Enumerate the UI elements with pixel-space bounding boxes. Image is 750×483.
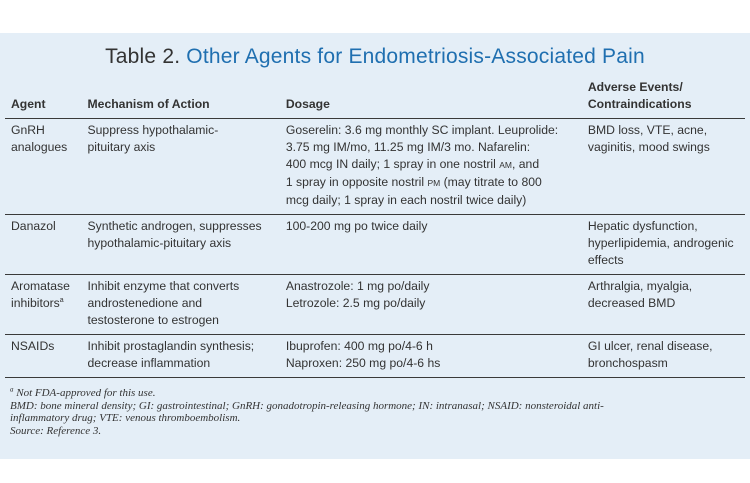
dosage-line: mcg daily; 1 spray in each nostril twice… xyxy=(285,193,527,207)
dosage-line: Goserelin: 3.6 mg monthly SC implant. Le… xyxy=(285,123,559,137)
mechanism-line: pituitary axis xyxy=(87,140,156,154)
dosage-line: Ibuprofen: 400 mg po/4-6 h xyxy=(285,339,433,353)
agent-cell: NSAIDs xyxy=(5,334,82,378)
table-row: Danazol Synthetic androgen, suppresses h… xyxy=(5,214,745,275)
table-number: Table 2. xyxy=(105,45,181,68)
adverse-line: BMD loss, VTE, acne, xyxy=(587,123,708,137)
adverse-line: vaginitis, mood swings xyxy=(587,140,710,154)
mechanism-line: Inhibit enzyme that converts xyxy=(87,279,240,293)
dosage-text: (may titrate to 800 xyxy=(440,175,542,189)
mechanism-line: hypothalamic-pituitary axis xyxy=(87,236,232,250)
adverse-line: Arthralgia, myalgia, xyxy=(587,279,693,293)
adverse-cell: Arthralgia, myalgia, decreased BMD xyxy=(581,274,745,335)
abbreviations-line1: BMD: bone mineral density; GI: gastroint… xyxy=(10,399,604,412)
agent-line: GnRH xyxy=(11,123,45,137)
mechanism-line: Suppress hypothalamic- xyxy=(87,123,219,137)
dosage-line: 1 spray in opposite nostril PM (may titr… xyxy=(286,174,576,192)
adverse-line: effects xyxy=(587,253,624,267)
mechanism-cell: Suppress hypothalamic- pituitary axis xyxy=(81,118,280,215)
adverse-cell: GI ulcer, renal disease, bronchospasm xyxy=(581,334,745,378)
mechanism-line: Inhibit prostaglandin synthesis; xyxy=(87,339,255,353)
footnote-a: a Not FDA-approved for this use. xyxy=(10,385,740,400)
table-row: GnRH analogues Suppress hypothalamic- pi… xyxy=(5,118,745,215)
agent-cell: GnRH analogues xyxy=(5,118,82,215)
adverse-line: hyperlipidemia, androgenic xyxy=(587,236,734,250)
dosage-cell: 100-200 mg po twice daily xyxy=(279,214,582,275)
pm-marker: PM xyxy=(427,178,441,188)
table-footnotes: a Not FDA-approved for this use. BMD: bo… xyxy=(10,385,740,437)
agent-line: analogues xyxy=(11,140,68,154)
table-title: Table 2. Other Agents for Endometriosis-… xyxy=(0,45,750,69)
agent-line: inhibitorsa xyxy=(11,295,76,312)
dosage-line: 3.75 mg IM/mo, 11.25 mg IM/3 mo. Nafarel… xyxy=(285,140,531,154)
agent-text: inhibitors xyxy=(11,296,60,310)
mechanism-cell: Inhibit prostaglandin synthesis; decreas… xyxy=(81,334,280,378)
adverse-line: Hepatic dysfunction, xyxy=(587,219,698,233)
mechanism-line: androstenedione and xyxy=(87,296,203,310)
header-adverse-line1: Adverse Events/ xyxy=(587,80,683,94)
table-title-text: Other Agents for Endometriosis-Associate… xyxy=(186,45,645,68)
agent-cell: Danazol xyxy=(5,214,82,275)
header-mechanism: Mechanism of Action xyxy=(81,77,280,119)
mechanism-line: decrease inflammation xyxy=(87,356,211,370)
table-row: NSAIDs Inhibit prostaglandin synthesis; … xyxy=(5,334,745,378)
mechanism-line: Synthetic androgen, suppresses xyxy=(87,219,262,233)
header-row: Agent Mechanism of Action Dosage Adverse… xyxy=(5,77,745,119)
adverse-line: decreased BMD xyxy=(587,296,676,310)
dosage-line: 400 mcg IN daily; 1 spray in one nostril… xyxy=(286,156,576,174)
agents-table: Agent Mechanism of Action Dosage Adverse… xyxy=(5,77,745,378)
abbreviations-line2: inflammatory drug; VTE: venous thromboem… xyxy=(10,412,241,424)
mechanism-line: testosterone to estrogen xyxy=(87,313,219,327)
agent-cell: Aromatase inhibitorsa xyxy=(5,274,82,335)
agent-line: NSAIDs xyxy=(11,339,55,353)
footnote-a-text: Not FDA-approved for this use. xyxy=(13,387,156,399)
dosage-cell: Ibuprofen: 400 mg po/4-6 h Naproxen: 250… xyxy=(279,334,582,378)
dosage-text: , and xyxy=(511,157,540,171)
header-adverse-line2: Contraindications xyxy=(587,97,692,111)
adverse-line: bronchospasm xyxy=(587,356,668,370)
source-note: Source: Reference 3. xyxy=(10,424,102,437)
am-marker: AM xyxy=(499,160,512,170)
adverse-cell: Hepatic dysfunction, hyperlipidemia, and… xyxy=(581,214,745,275)
dosage-line: Letrozole: 2.5 mg po/daily xyxy=(285,296,426,310)
adverse-cell: BMD loss, VTE, acne, vaginitis, mood swi… xyxy=(581,118,745,215)
dosage-line: Naproxen: 250 mg po/4-6 hs xyxy=(285,356,441,370)
dosage-text: 1 spray in opposite nostril xyxy=(285,175,425,189)
footnote-marker: a xyxy=(10,385,14,394)
header-dosage: Dosage xyxy=(279,77,582,119)
dosage-line: Anastrozole: 1 mg po/daily xyxy=(285,279,430,293)
dosage-cell: Anastrozole: 1 mg po/daily Letrozole: 2.… xyxy=(279,274,582,335)
footnote-marker: a xyxy=(59,296,64,304)
dosage-text: 400 mcg IN daily; 1 spray in one nostril xyxy=(285,157,496,171)
agent-line: Danazol xyxy=(11,219,56,233)
adverse-line: GI ulcer, renal disease, xyxy=(587,339,713,353)
dosage-cell: Goserelin: 3.6 mg monthly SC implant. Le… xyxy=(279,118,582,215)
header-adverse: Adverse Events/ Contraindications xyxy=(581,77,745,119)
header-agent: Agent xyxy=(5,77,82,119)
dosage-line: 100-200 mg po twice daily xyxy=(285,219,428,233)
mechanism-cell: Inhibit enzyme that converts androstened… xyxy=(81,274,280,335)
mechanism-cell: Synthetic androgen, suppresses hypothala… xyxy=(81,214,280,275)
agent-line: Aromatase xyxy=(11,279,70,293)
table-row: Aromatase inhibitorsa Inhibit enzyme tha… xyxy=(5,274,745,335)
